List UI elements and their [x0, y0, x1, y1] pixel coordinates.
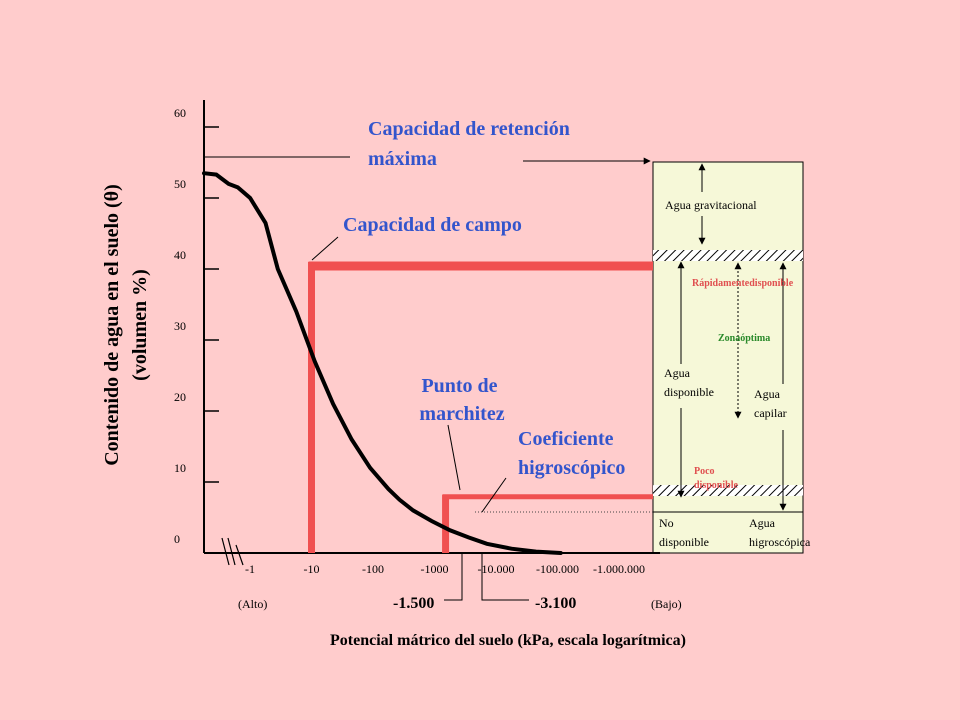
available-water-label: Agua disponible: [664, 366, 714, 399]
max-retention-line2: máxima: [368, 148, 437, 170]
wilting-point-label: Punto de marchitez: [419, 375, 504, 425]
panel-label-line: disponible: [694, 480, 738, 491]
gravitational-water-label: Agua gravitacional: [665, 198, 757, 212]
y-axis-title-line2: (volumen %): [129, 269, 151, 381]
y-tick-label: 10: [174, 461, 186, 475]
fast-available-text: Rápidamentedisponible: [692, 278, 794, 289]
panel-label-line: capilar: [754, 406, 787, 420]
wilting-point-hatch: [653, 485, 803, 496]
retention-curve: [202, 171, 563, 555]
panel-label-line: Agua: [664, 366, 691, 380]
axis-break-marks: [221, 537, 244, 566]
slow-available-label: Poco disponible: [694, 466, 738, 491]
y-axis-title-line1: Contenido de agua en el suelo (θ): [101, 184, 123, 466]
panel-label-line: No: [659, 516, 674, 530]
x-tick-label: -100.000: [536, 562, 579, 576]
x-end-label-right: (Bajo): [651, 597, 682, 611]
hygroscopic-leader: [481, 477, 507, 513]
optimal-zone-text: Zonaóptima: [718, 333, 770, 344]
y-ticks: 0 10 20 30 40 50 60: [174, 106, 219, 546]
fast-available-label: Rápidamentedisponible: [692, 278, 794, 289]
field-capacity-label: Capacidad de campo: [343, 214, 522, 236]
x-tick-label: -1: [245, 562, 255, 576]
panel-label-line: disponible: [659, 535, 709, 549]
wilting-kpa-bracket: [444, 553, 463, 601]
optimal-zone-label: Zonaóptima: [718, 333, 770, 344]
x-tick-label: -1000: [421, 562, 449, 576]
wilting-leader: [447, 424, 461, 491]
field-capacity-hatch: [653, 250, 803, 261]
panel-label-line: Agua: [749, 516, 776, 530]
panel-label-line: disponible: [749, 278, 793, 289]
wilting-line2: marchitez: [419, 403, 504, 425]
panel-label-line: Zona: [718, 333, 740, 344]
hygroscopic-coef-label: Coeficiente higroscópico: [518, 428, 625, 479]
panel-label-line: higroscópica: [749, 535, 811, 549]
panel-label-line: Poco: [694, 466, 715, 477]
reference-lines: [308, 261, 653, 553]
panel-label-line: Agua: [754, 387, 781, 401]
wilting-line1: Punto de: [421, 375, 497, 397]
panel-label-line: óptima: [740, 333, 770, 344]
y-tick-label: 50: [174, 177, 186, 191]
y-axis-title: Contenido de agua en el suelo (θ) (volum…: [101, 184, 151, 466]
panel-label-line: Rápidamente: [692, 278, 750, 289]
y-tick-label: 0: [174, 532, 180, 546]
x-ticks: -1 -10 -100 -1000 -10.000 -100.000 -1.000.000: [245, 562, 645, 576]
x-tick-label: -10: [304, 562, 320, 576]
hygroscopic-water-label: Agua higroscópica: [749, 516, 811, 549]
x-tick-label: -10.000: [478, 562, 515, 576]
hygroscopic-kpa-bracket: [481, 553, 529, 601]
x-tick-label: -1.000.000: [593, 562, 645, 576]
not-available-label: No disponible: [659, 516, 709, 549]
hygroscopic-line1: Coeficiente: [518, 428, 614, 450]
x-end-label-left: (Alto): [238, 597, 267, 611]
max-retention-line1: Capacidad de retención: [368, 118, 570, 140]
y-tick-label: 30: [174, 319, 186, 333]
panel-label-line: disponible: [664, 385, 714, 399]
y-tick-label: 60: [174, 106, 186, 120]
y-tick-label: 20: [174, 390, 186, 404]
x-tick-label: -100: [362, 562, 384, 576]
x-axis-title: Potencial mátrico del suelo (kPa, escala…: [330, 632, 686, 649]
hygroscopic-line2: higroscópico: [518, 457, 625, 479]
y-tick-label: 40: [174, 248, 186, 262]
hygroscopic-kpa-label: -3.100: [535, 595, 576, 612]
max-retention-label: Capacidad de retención máxima: [368, 118, 575, 170]
capillary-water-label: Agua capilar: [754, 387, 787, 420]
wilting-kpa-label: -1.500: [393, 595, 434, 612]
field-capacity-leader: [311, 236, 339, 261]
